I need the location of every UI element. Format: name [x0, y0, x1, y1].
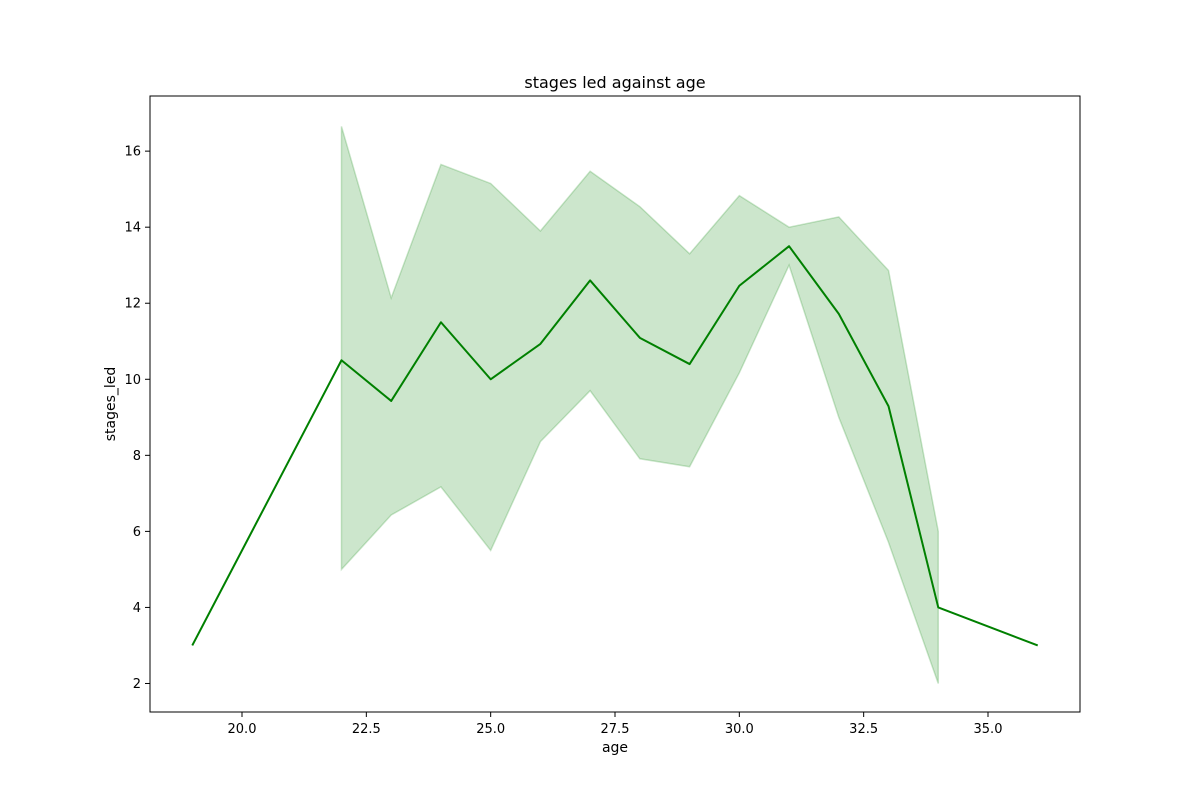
- y-tick-label: 16: [124, 145, 141, 160]
- y-tick-label: 10: [124, 373, 141, 388]
- confidence-band: [340, 126, 940, 684]
- x-tick-label: 22.5: [352, 722, 381, 737]
- y-tick-label: 4: [133, 601, 141, 616]
- y-tick-label: 6: [133, 525, 141, 540]
- x-tick-label: 20.0: [228, 722, 257, 737]
- series-line: [191, 245, 1039, 647]
- y-axis-title: stages_led: [103, 367, 119, 442]
- y-tick-label: 14: [124, 221, 141, 236]
- x-tick-label: 30.0: [725, 722, 754, 737]
- x-tick-label: 32.5: [849, 722, 878, 737]
- confidence-band-layer: [340, 126, 940, 684]
- y-tick-label: 8: [133, 449, 141, 464]
- y-tick-label: 12: [124, 297, 141, 312]
- x-axis-ticks: 20.0 22.5 25.0 27.5 30.0 32.5 35.0: [228, 712, 1003, 737]
- x-tick-label: 35.0: [974, 722, 1003, 737]
- y-tick-label: 2: [133, 677, 141, 692]
- x-axis-title: age: [602, 740, 628, 756]
- y-axis-ticks: 2 4 6 8 10 12 14 16: [124, 145, 150, 692]
- x-tick-label: 25.0: [476, 722, 505, 737]
- chart-title: stages led against age: [524, 73, 705, 92]
- series-line-layer: [191, 245, 1039, 647]
- x-tick-label: 27.5: [601, 722, 630, 737]
